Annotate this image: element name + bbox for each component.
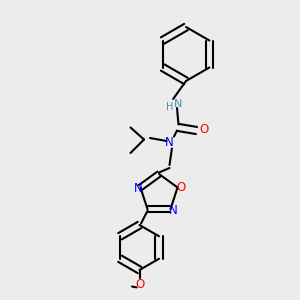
Text: N: N bbox=[165, 136, 174, 149]
Text: O: O bbox=[176, 181, 185, 194]
Text: N: N bbox=[169, 204, 177, 217]
Text: O: O bbox=[135, 278, 144, 292]
Text: N: N bbox=[174, 99, 182, 109]
Text: O: O bbox=[200, 122, 208, 136]
Text: N: N bbox=[134, 182, 142, 196]
Text: H: H bbox=[166, 101, 173, 112]
